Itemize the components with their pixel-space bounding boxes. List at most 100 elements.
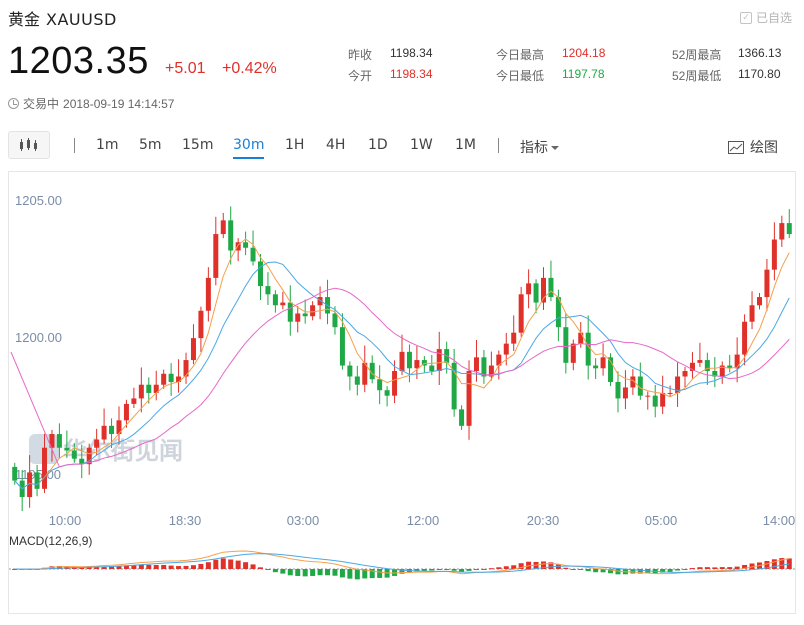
timeframe-30m[interactable]: 30m <box>233 137 265 159</box>
macd-bar <box>682 569 688 570</box>
candle-body <box>250 247 256 262</box>
macd-bar <box>198 563 204 569</box>
macd-bar <box>123 565 129 569</box>
chart-frame: 华尔街见闻1205.001200.001195.0010:0018:3003:0… <box>8 171 797 615</box>
macd-bar <box>369 569 375 579</box>
candle-body <box>153 384 159 393</box>
timeframe-5m[interactable]: 5m <box>139 137 162 153</box>
macd-bar <box>310 569 316 576</box>
timeframe-1h[interactable]: 1H <box>285 137 305 153</box>
macd-bar <box>161 564 167 569</box>
macd-bar <box>295 569 301 576</box>
macd-bar <box>541 561 547 569</box>
macd-bar <box>429 569 435 571</box>
candle-body <box>399 351 405 372</box>
watchlist-button[interactable]: ✓ 已自选 <box>739 9 792 26</box>
candle-body <box>734 354 740 369</box>
macd-bar <box>354 569 360 580</box>
stat-52w-high: 52周最高 1366.13 <box>672 46 781 63</box>
candlestick-type-button[interactable] <box>8 131 50 159</box>
candle-body <box>34 472 40 489</box>
trading-status: 交易中 2018-09-19 14:14:57 <box>8 95 174 112</box>
candle-body <box>272 294 278 306</box>
macd-bar <box>600 569 606 573</box>
macd-bar <box>488 568 494 570</box>
macd-bar <box>153 565 159 569</box>
macd-bar <box>339 569 345 578</box>
ma20-line <box>10 287 790 468</box>
candle-body <box>146 384 152 393</box>
macd-bar <box>302 569 308 577</box>
macd-bar <box>265 569 271 570</box>
macd-bar <box>436 569 442 570</box>
candle-body <box>220 220 226 235</box>
candle-body <box>593 365 599 369</box>
candle-body <box>689 362 695 372</box>
y-tick-label: 1205.00 <box>15 193 62 208</box>
candle-body <box>176 376 182 382</box>
candle-body <box>332 313 338 328</box>
macd-bar <box>168 565 174 569</box>
price-change: +5.01 <box>165 60 206 77</box>
candle-body <box>190 338 196 361</box>
caret-down-icon <box>551 146 559 150</box>
timeframe-1d[interactable]: 1D <box>368 137 388 153</box>
macd-bar <box>608 569 614 574</box>
macd-bar <box>146 564 152 569</box>
timeframe-4h[interactable]: 4H <box>326 137 346 153</box>
last-price: 1203.35 <box>8 40 149 82</box>
candle-body <box>764 269 770 298</box>
macd-bar <box>526 561 532 569</box>
draw-button[interactable]: 绘图 <box>728 137 778 157</box>
macd-bar <box>630 569 636 574</box>
candle-body <box>131 398 137 404</box>
macd-dea-line <box>14 553 790 573</box>
toolbar-divider <box>498 138 499 153</box>
macd-bar <box>377 569 383 578</box>
candle-body <box>414 360 420 369</box>
candle-body <box>295 313 301 322</box>
instrument-symbol: XAUUSD <box>46 10 117 29</box>
candle-body <box>615 381 621 399</box>
timeframe-1mo[interactable]: 1M <box>455 137 476 153</box>
stat-label: 今日最高 <box>496 48 545 62</box>
stat-value: 1197.78 <box>562 67 605 81</box>
macd-bar <box>518 563 524 569</box>
candle-body <box>12 466 18 481</box>
macd-bar <box>637 569 643 574</box>
candle-body <box>287 302 293 322</box>
timeframe-15m[interactable]: 15m <box>182 137 214 153</box>
candle-body <box>138 384 144 399</box>
timeframe-1w[interactable]: 1W <box>410 137 433 153</box>
stat-value: 1198.34 <box>390 67 433 81</box>
candle-body <box>503 343 509 355</box>
candle-body <box>392 371 398 396</box>
candle-body <box>101 425 107 440</box>
candle-body <box>362 362 368 385</box>
toolbar-divider <box>74 138 75 153</box>
candle-body <box>86 447 92 465</box>
candle-body <box>578 332 584 344</box>
candle-body <box>71 450 77 459</box>
macd-bar <box>742 564 748 569</box>
candle-body <box>481 357 487 377</box>
candle-body <box>56 434 62 448</box>
timeframe-1m[interactable]: 1m <box>96 137 119 153</box>
x-tick-label: 18:30 <box>169 513 202 528</box>
macd-bar <box>287 569 293 576</box>
candle-body <box>466 371 472 426</box>
price-chart[interactable]: 华尔街见闻1205.001200.001195.0010:0018:3003:0… <box>9 172 797 615</box>
candle-body <box>622 387 628 399</box>
candle-body <box>488 365 494 377</box>
indicators-dropdown[interactable]: 指标 <box>520 137 559 157</box>
candle-body <box>27 472 33 498</box>
candle-body <box>459 409 465 426</box>
candle-body <box>675 376 681 393</box>
candle-body <box>496 354 502 366</box>
macd-bar <box>332 569 338 576</box>
candle-body <box>742 321 748 355</box>
draw-chart-icon <box>728 140 744 154</box>
candle-body <box>518 294 524 333</box>
candle-body <box>682 371 688 377</box>
candle-body <box>94 439 100 448</box>
